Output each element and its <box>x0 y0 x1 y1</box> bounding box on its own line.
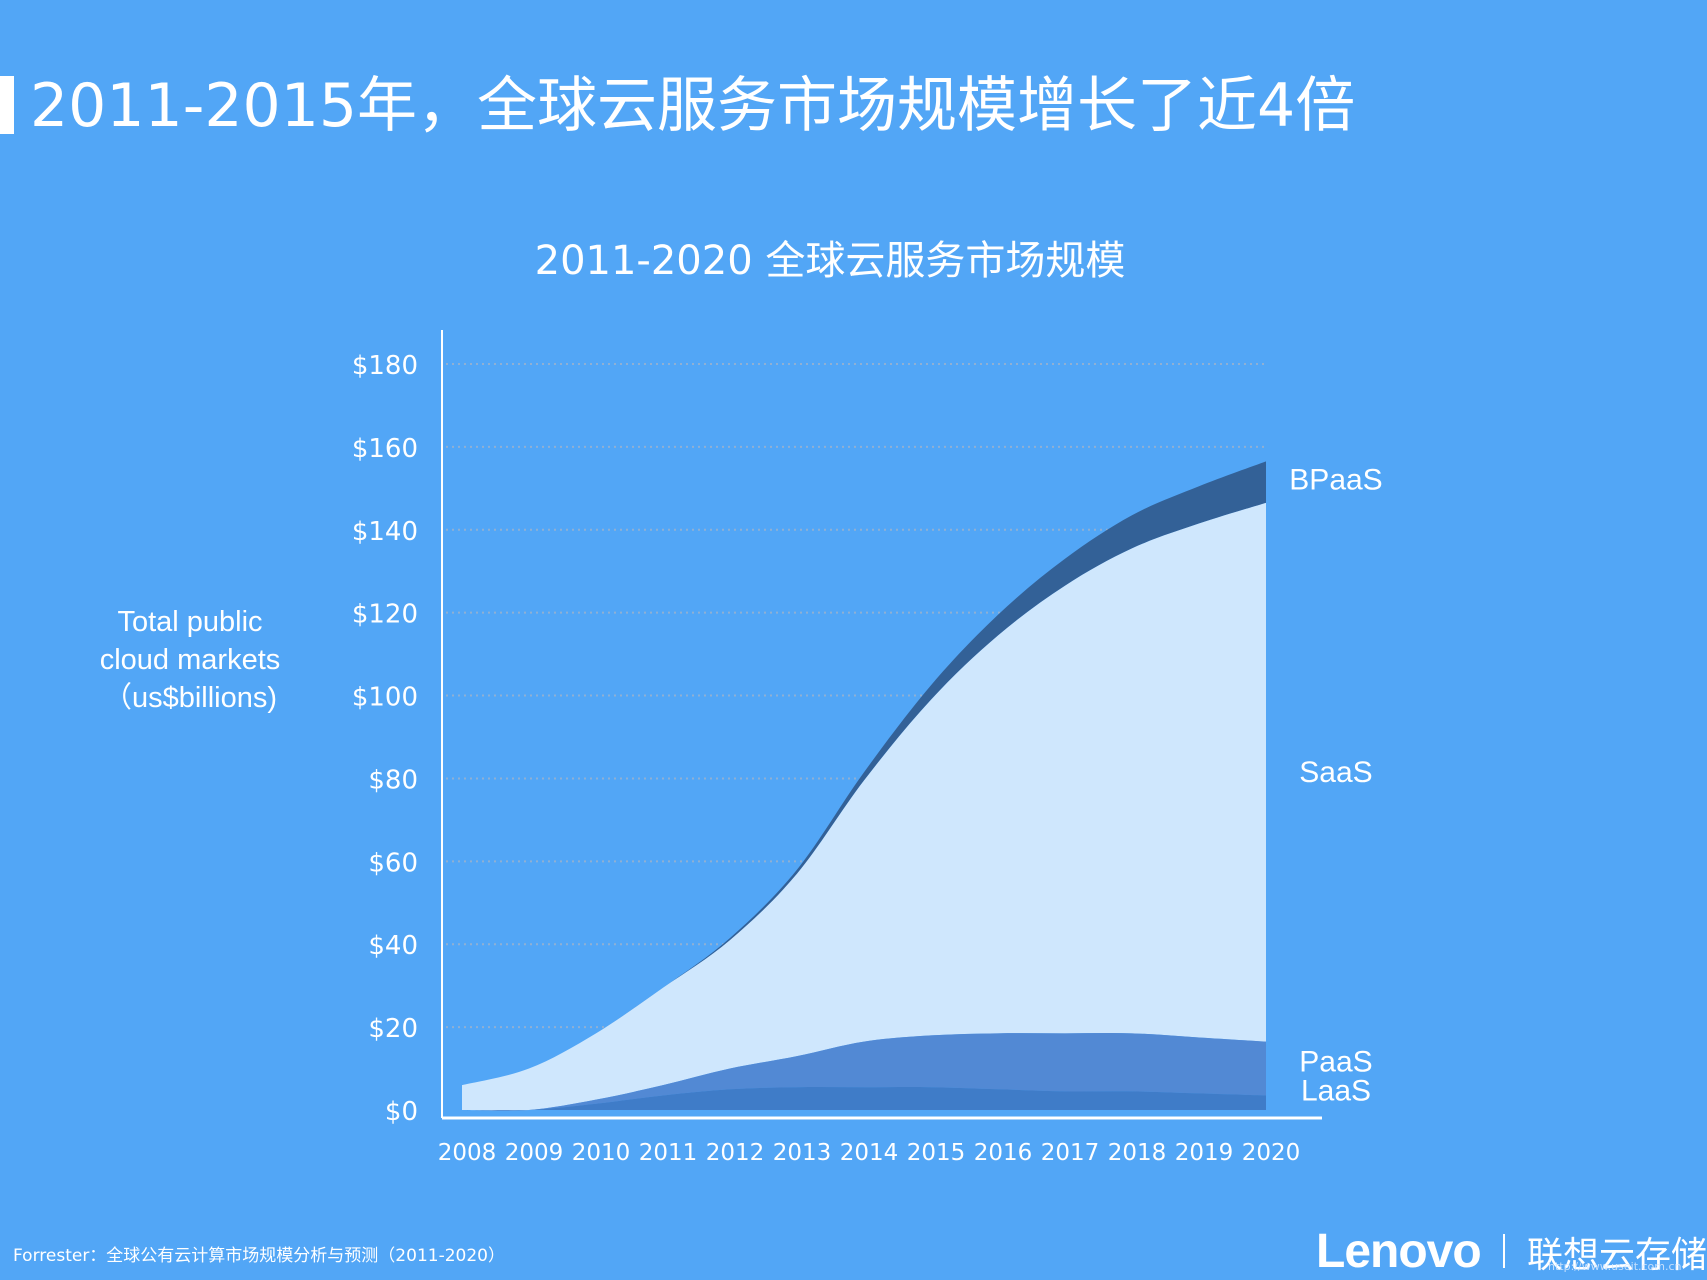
series-label: SaaS <box>1299 756 1372 789</box>
x-tick-label: 2013 <box>773 1140 832 1166</box>
y-tick-label: $80 <box>368 765 418 795</box>
y-tick-label: $140 <box>352 517 418 547</box>
y-tick-label: $160 <box>352 434 418 464</box>
series-area-paas <box>462 1033 1266 1111</box>
series-label: PaaS <box>1299 1046 1372 1079</box>
watermark: http://www.useit.com.cn <box>1548 1260 1682 1273</box>
series-label: LaaS <box>1301 1075 1371 1108</box>
x-tick-label: 2016 <box>974 1140 1033 1166</box>
y-tick-label: $20 <box>368 1014 418 1044</box>
x-tick-label: 2014 <box>840 1140 899 1166</box>
y-tick-label: $100 <box>352 683 418 713</box>
x-tick-label: 2018 <box>1108 1140 1167 1166</box>
y-tick-label: $180 <box>352 351 418 381</box>
x-tick-label: 2011 <box>639 1140 698 1166</box>
x-tick-label: 2009 <box>505 1140 564 1166</box>
chart-title: 2011-2020 全球云服务市场规模 <box>534 238 1126 284</box>
y-tick-label: $60 <box>368 848 418 878</box>
series-area-saas <box>462 502 1266 1111</box>
title-accent-bar <box>0 76 14 134</box>
x-tick-label: 2010 <box>572 1140 631 1166</box>
x-tick-label: 2017 <box>1041 1140 1100 1166</box>
x-tick-label: 2019 <box>1175 1140 1234 1166</box>
y-tick-label: $0 <box>385 1097 418 1127</box>
series-label: BPaaS <box>1289 463 1382 496</box>
x-tick-label: 2020 <box>1242 1140 1301 1166</box>
x-tick-label: 2012 <box>706 1140 765 1166</box>
y-tick-label: $40 <box>368 931 418 961</box>
y-axis-title-line-2: cloud markets <box>99 644 281 676</box>
y-tick-label: $120 <box>352 600 418 630</box>
brand-divider <box>1503 1234 1505 1268</box>
brand-chinese-name: 联想云存储 <box>1527 1235 1707 1276</box>
y-axis-title-line-3: （us$billions) <box>102 682 278 714</box>
x-tick-label: 2015 <box>907 1140 966 1166</box>
y-axis-title: Total public cloud markets （us$billions) <box>80 603 300 717</box>
series-area-bpaas <box>462 461 1266 1086</box>
source-note: Forrester：全球公有云计算市场规模分析与预测（2011-2020） <box>13 1246 505 1266</box>
slide-title: 2011-2015年，全球云服务市场规模增长了近4倍 <box>30 71 1356 141</box>
x-tick-label: 2008 <box>438 1140 497 1166</box>
lenovo-logo: Lenovo <box>1316 1225 1482 1278</box>
series-area-laas <box>462 1087 1266 1111</box>
y-axis-title-line-1: Total public <box>117 606 263 638</box>
